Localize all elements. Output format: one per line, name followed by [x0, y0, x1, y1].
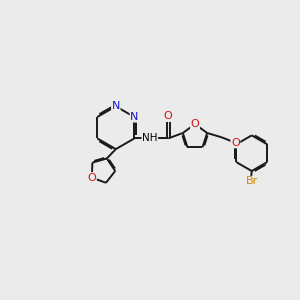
Text: O: O [190, 119, 200, 129]
Text: O: O [164, 111, 172, 121]
Text: N: N [130, 112, 139, 122]
Text: N: N [112, 101, 120, 111]
Text: Br: Br [246, 176, 258, 186]
Text: O: O [231, 138, 240, 148]
Text: O: O [88, 173, 96, 183]
Text: NH: NH [142, 134, 158, 143]
